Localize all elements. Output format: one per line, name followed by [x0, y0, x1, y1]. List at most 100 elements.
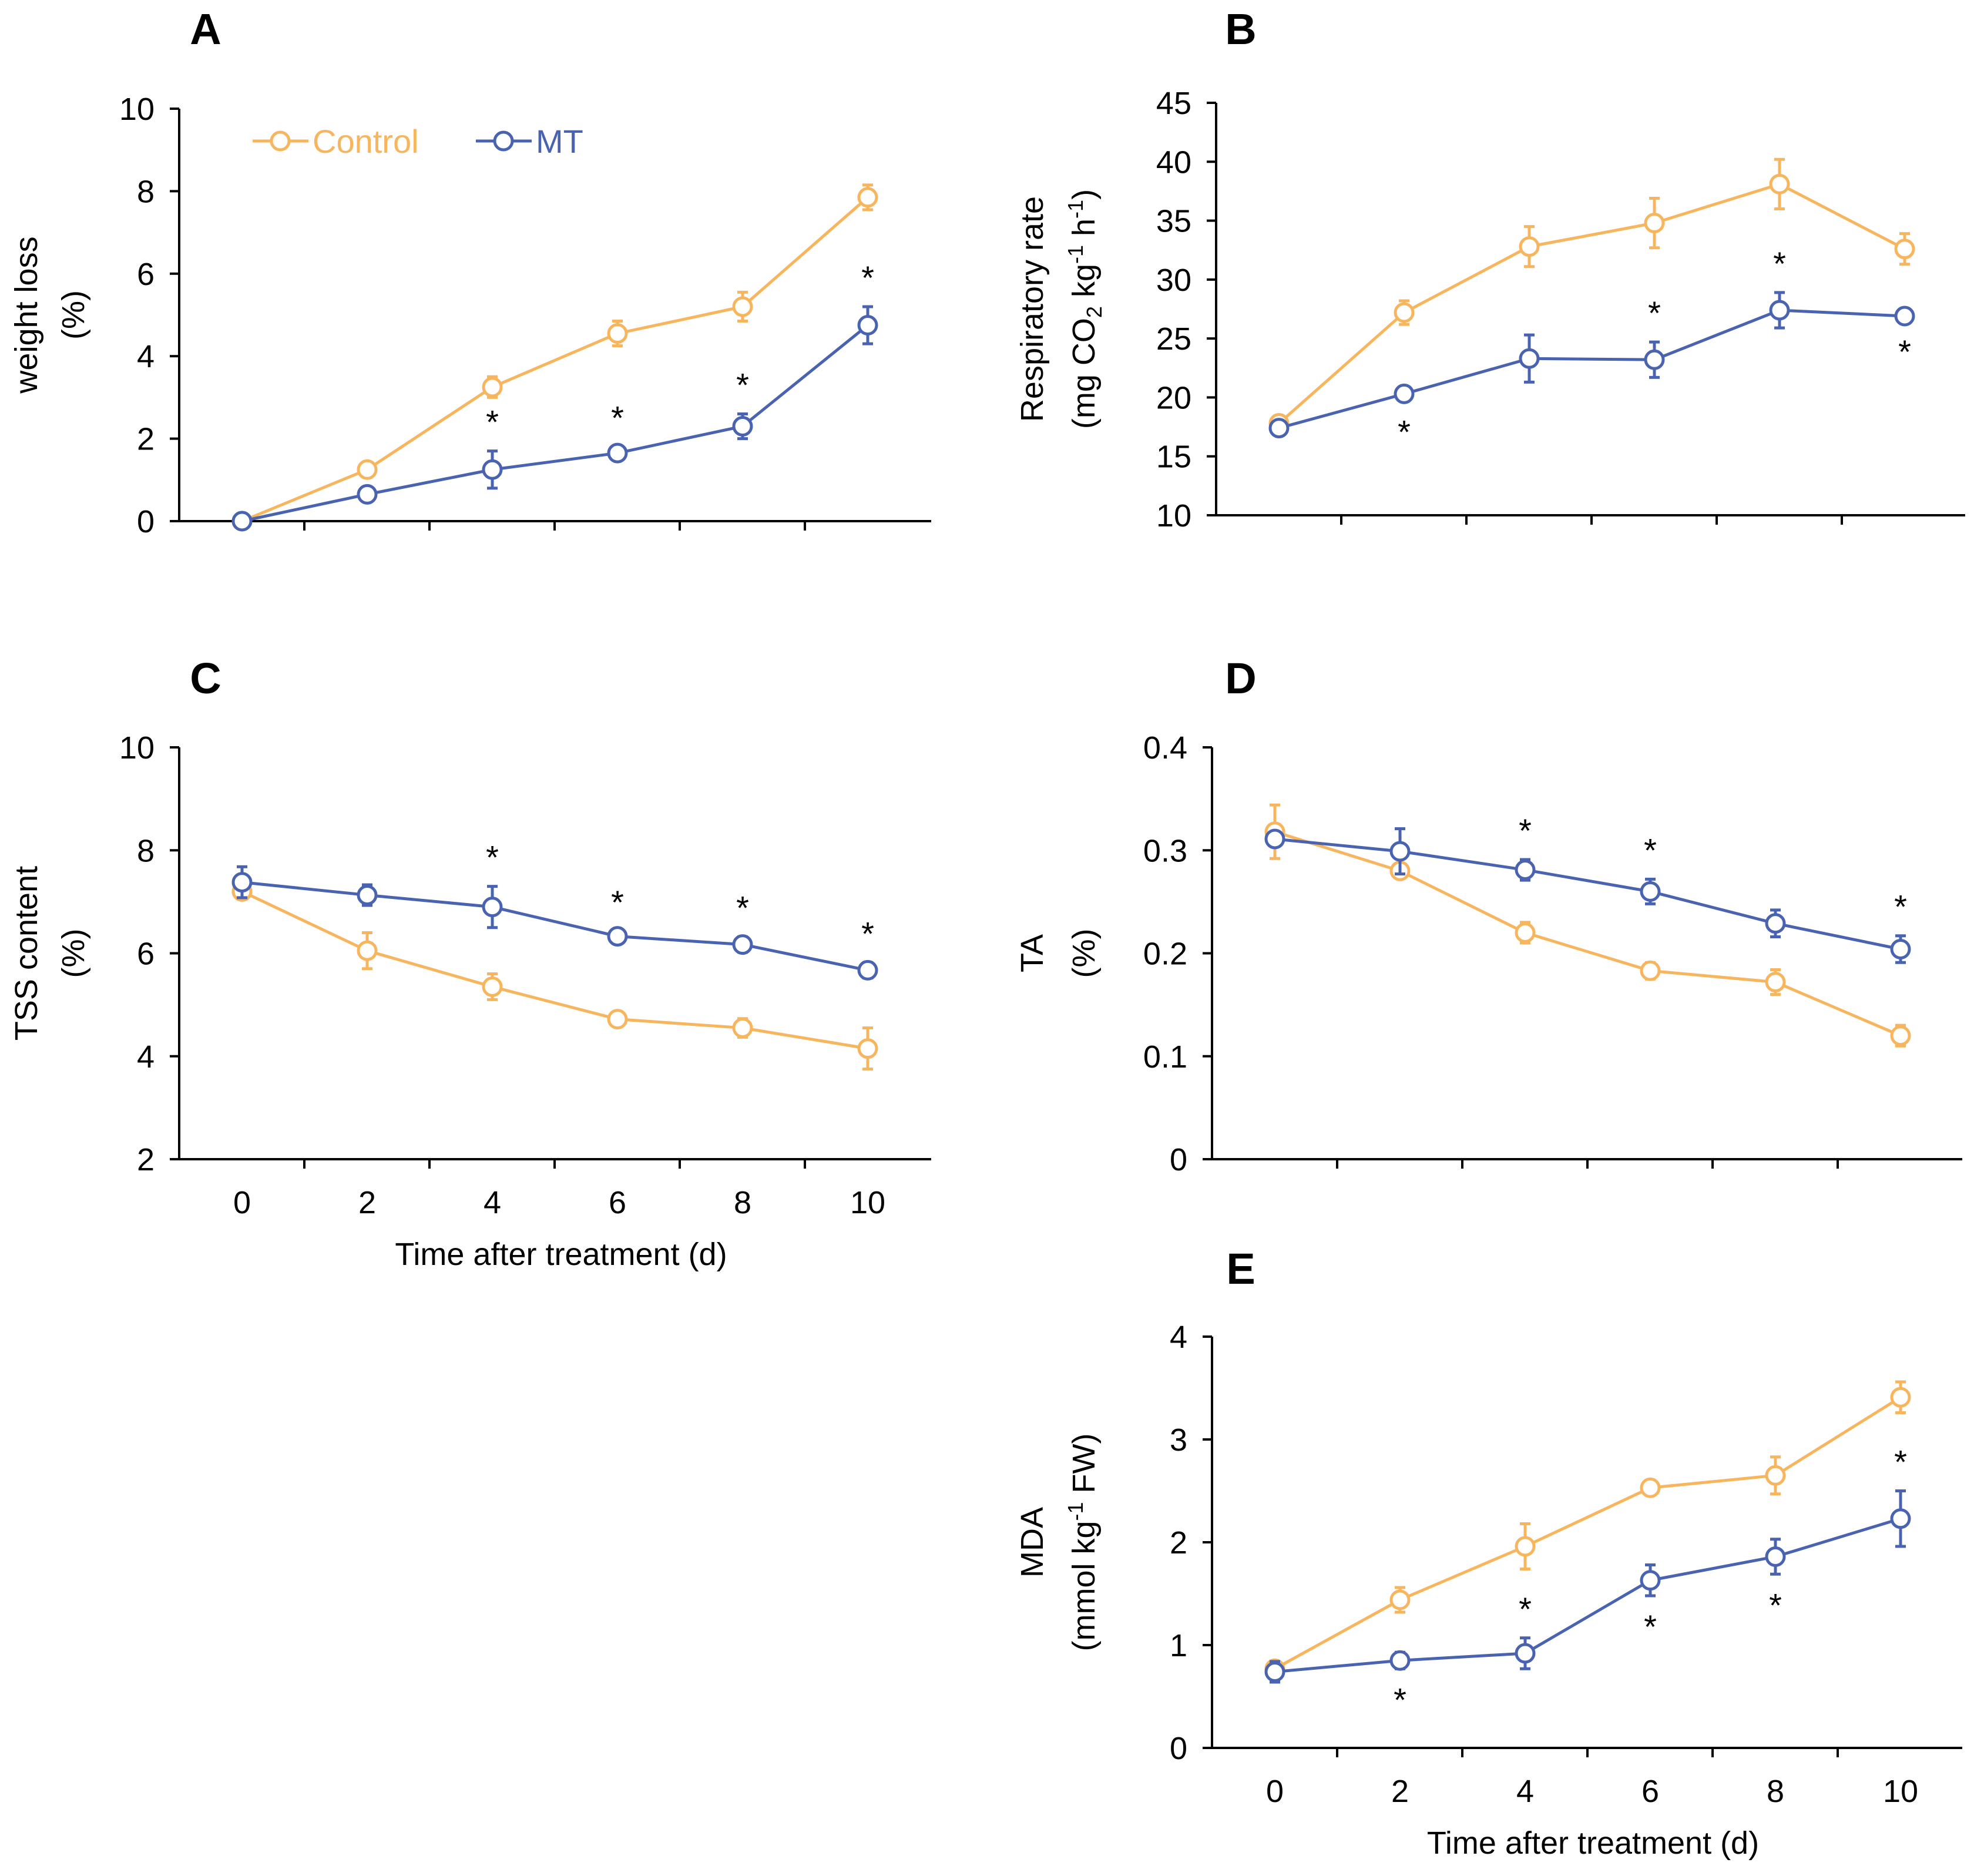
x-tick-label-e: 0 — [1266, 1774, 1284, 1809]
legend: Control MT — [253, 123, 583, 160]
data-point-control-c — [732, 1018, 753, 1039]
panel-d: D 0 0.1 0.2 0.3 0.4 TA (%) * * * — [1015, 654, 1962, 1177]
data-point-control-a — [607, 323, 628, 344]
panel-letter-b: B — [1225, 5, 1256, 53]
legend-marker-control — [270, 130, 291, 152]
series-line-control-c — [241, 890, 868, 1051]
significance-marker-e: * — [1769, 1586, 1782, 1623]
data-point-mt-e — [1640, 1570, 1661, 1591]
significance-marker-e: * — [1519, 1590, 1532, 1627]
data-point-mt-e — [1765, 1546, 1786, 1567]
data-point-control-c — [357, 940, 378, 961]
x-tick-label-c: 10 — [850, 1185, 885, 1220]
x-axis-title-c: Time after treatment (d) — [395, 1237, 727, 1272]
data-point-mt-b — [1519, 348, 1540, 369]
panel-c: C 2 4 6 8 10 0 2 4 6 8 10 Time after treatment (d) TS… — [9, 654, 931, 1272]
series-line-mt-c — [241, 881, 868, 972]
series-line-control-b — [1278, 182, 1906, 425]
x-axis-title-e: Time after treatment (d) — [1427, 1825, 1759, 1861]
significance-marker-a: * — [611, 400, 624, 437]
y-tick-label-a: 0 — [137, 504, 155, 539]
x-tick-label-e: 8 — [1767, 1774, 1784, 1809]
data-point-mt-d — [1890, 938, 1911, 959]
y-tick-label-e: 4 — [1170, 1320, 1187, 1355]
data-point-mt-a — [732, 416, 753, 437]
y-tick-label-b: 30 — [1156, 263, 1191, 298]
panel-letter-d: D — [1225, 654, 1256, 703]
x-tick-label-e: 4 — [1516, 1774, 1534, 1809]
series-line-control-e — [1274, 1396, 1902, 1670]
y-axis-unit-a: (%) — [56, 290, 91, 340]
significance-marker-a: * — [861, 259, 874, 296]
significance-marker-d: * — [1519, 812, 1532, 849]
y-tick-label-d: 0.3 — [1143, 833, 1187, 868]
y-axis-unit-b: (mg CO2 kg-1 h-1) — [1063, 189, 1106, 429]
panel-e: E 0 1 2 3 4 0 2 4 6 8 10 Time after treatment (d) MDA… — [1015, 1244, 1962, 1861]
significance-marker-a: * — [486, 404, 499, 441]
data-point-control-d — [1890, 1025, 1911, 1046]
data-point-mt-e — [1515, 1643, 1536, 1664]
y-tick-label-d: 0.2 — [1143, 937, 1187, 972]
y-tick-label-c: 6 — [137, 937, 155, 972]
data-point-mt-d — [1389, 841, 1411, 862]
data-point-control-b — [1394, 302, 1415, 323]
panel-letter-e: E — [1226, 1244, 1255, 1293]
data-point-mt-b — [1769, 300, 1790, 321]
x-tick-label-c: 8 — [734, 1185, 751, 1220]
y-tick-label-b: 15 — [1156, 439, 1191, 475]
data-point-mt-b — [1268, 418, 1290, 439]
data-point-mt-d — [1515, 860, 1536, 881]
data-point-mt-c — [732, 934, 753, 955]
data-point-mt-b — [1894, 306, 1915, 327]
series-line-mt-a — [241, 324, 869, 523]
data-point-control-b — [1769, 173, 1790, 194]
significance-marker-b: * — [1898, 333, 1911, 370]
data-point-mt-a — [231, 511, 253, 532]
significance-marker-e: * — [1894, 1444, 1907, 1481]
x-tick-label-e: 10 — [1883, 1774, 1918, 1809]
series-line-mt-e — [1274, 1517, 1901, 1673]
y-tick-label-c: 4 — [137, 1039, 155, 1075]
y-tick-label-b: 10 — [1156, 498, 1191, 533]
y-axis-title-d: TA — [1015, 934, 1050, 972]
data-point-control-d — [1640, 960, 1661, 981]
data-point-mt-c — [231, 872, 253, 893]
data-point-control-e — [1765, 1465, 1786, 1486]
legend-label-control: Control — [313, 123, 419, 160]
x-tick-label-c: 4 — [484, 1185, 501, 1220]
data-point-control-d — [1515, 922, 1536, 943]
data-point-mt-d — [1765, 913, 1786, 934]
legend-marker-mt — [493, 130, 514, 152]
y-axis-title-b: Respiratory rate — [1015, 196, 1050, 422]
significance-marker-b: * — [1398, 413, 1411, 450]
y-tick-label-c: 8 — [137, 833, 155, 868]
significance-marker-a: * — [736, 366, 749, 403]
y-tick-label-e: 3 — [1170, 1422, 1187, 1458]
data-point-mt-a — [482, 459, 503, 480]
panel-letter-a: A — [190, 5, 221, 53]
significance-marker-d: * — [1894, 888, 1907, 925]
data-point-mt-b — [1644, 349, 1665, 370]
significance-marker-e: * — [1394, 1681, 1406, 1718]
data-point-mt-d — [1264, 828, 1285, 850]
significance-marker-c: * — [736, 889, 749, 926]
y-tick-label-d: 0.1 — [1143, 1039, 1187, 1075]
x-tick-label-c: 6 — [609, 1185, 626, 1220]
y-tick-label-c: 2 — [137, 1142, 155, 1177]
panel-a: A 0 2 4 6 8 10 weight loss (%) * * * * — [9, 5, 931, 539]
y-axis-unit-c: (%) — [56, 929, 91, 978]
y-axis-unit-e: (mmol kg-1 FW) — [1063, 1434, 1102, 1652]
y-tick-label-a: 6 — [137, 257, 155, 292]
significance-marker-c: * — [486, 839, 499, 876]
y-tick-label-a: 4 — [137, 339, 155, 374]
data-point-mt-a — [857, 315, 878, 336]
y-tick-label-a: 2 — [137, 422, 155, 457]
data-point-mt-e — [1389, 1650, 1411, 1671]
significance-marker-b: * — [1648, 294, 1661, 331]
data-point-mt-d — [1640, 881, 1661, 902]
x-tick-label-e: 6 — [1641, 1774, 1659, 1809]
x-tick-label-c: 2 — [358, 1185, 376, 1220]
y-axis-unit-d: (%) — [1066, 929, 1102, 978]
data-point-control-c — [857, 1038, 878, 1059]
